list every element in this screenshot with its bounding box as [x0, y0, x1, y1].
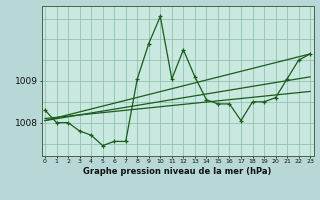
X-axis label: Graphe pression niveau de la mer (hPa): Graphe pression niveau de la mer (hPa) — [84, 167, 272, 176]
